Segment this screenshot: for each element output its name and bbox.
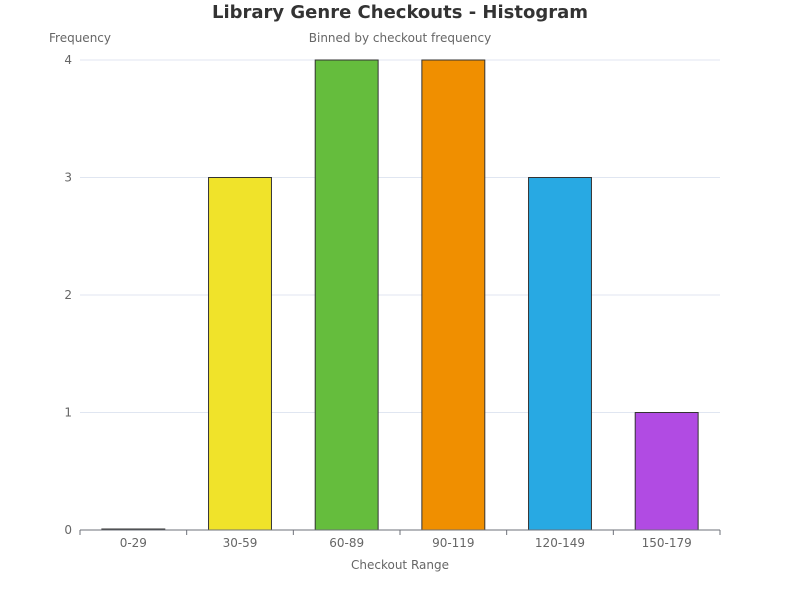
y-tick-label: 1	[64, 406, 72, 420]
x-tick-label: 60-89	[329, 536, 364, 550]
y-tick-label: 2	[64, 288, 72, 302]
bars	[101, 59, 699, 531]
y-tick-label: 4	[64, 53, 72, 67]
x-tick-label: 150-179	[642, 536, 692, 550]
chart-subtitle: Binned by checkout frequency	[308, 31, 492, 45]
x-tick-label: 0-29	[120, 536, 147, 550]
bar-30-59	[208, 177, 272, 531]
y-axis-label: Frequency	[49, 31, 111, 45]
y-tick-label: 0	[64, 523, 72, 537]
gridlines	[80, 59, 720, 413]
chart-title: Library Genre Checkouts - Histogram	[211, 2, 589, 23]
x-axis-label: Checkout Range	[351, 558, 449, 572]
y-tick-label: 3	[64, 171, 72, 185]
bar-90-119	[421, 59, 486, 531]
x-tick-label: 90-119	[432, 536, 475, 550]
axes: 0 1 2 3 4 0-29 30-59 60-89 90-119 120-149 150-179	[64, 53, 721, 550]
bar-120-149	[528, 177, 592, 531]
x-tick-label: 120-149	[535, 536, 585, 550]
bar-150-179	[634, 412, 699, 531]
bar-60-89	[314, 59, 379, 531]
x-tick-label: 30-59	[223, 536, 258, 550]
